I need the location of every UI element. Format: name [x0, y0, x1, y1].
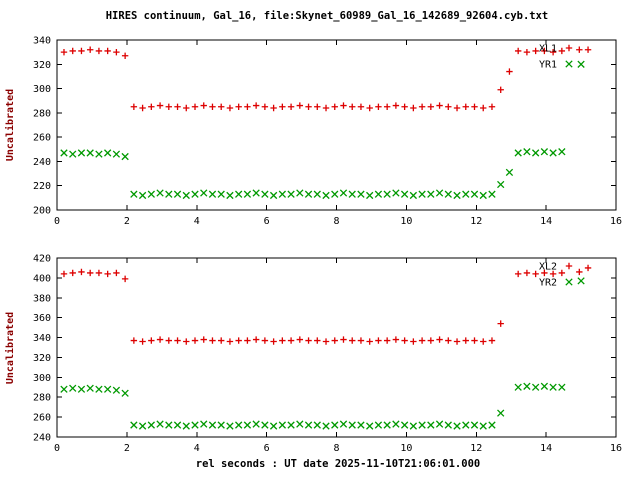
- series-YR1: [60, 60, 585, 200]
- y-tick-label: 360: [33, 313, 51, 324]
- x-ticks: 0 2 4 6 8 10 12 14 16: [54, 258, 622, 454]
- x-tick-label: 10: [400, 443, 412, 454]
- x-tick-label: 14: [540, 443, 552, 454]
- x-tick-label: 12: [470, 443, 482, 454]
- top-plot: 0 2 4 6 8 10 12 14 16 200 220 240 260 280 300 320 340 XL1…: [33, 36, 622, 228]
- y-tick-label: 300: [33, 373, 51, 384]
- x-axis-label: rel seconds : UT date 2025-11-10T21:06:0…: [196, 458, 480, 470]
- x-tick-label: 6: [264, 443, 270, 454]
- y-tick-label: 280: [33, 393, 51, 404]
- y-tick-label: 260: [33, 133, 51, 144]
- y-axis-label-bottom: Uncalibrated: [4, 312, 16, 384]
- y-tick-label: 240: [33, 157, 51, 168]
- x-tick-label: 8: [333, 443, 339, 454]
- y-axis-label-top: Uncalibrated: [4, 89, 16, 161]
- y-tick-label: 340: [33, 36, 51, 47]
- y-tick-label: 320: [33, 353, 51, 364]
- x-tick-label: 6: [264, 216, 270, 227]
- legend-label: XL2: [539, 262, 557, 273]
- x-tick-label: 12: [470, 216, 482, 227]
- y-tick-label: 340: [33, 333, 51, 344]
- x-tick-label: 14: [540, 216, 552, 227]
- y-ticks: 240 260 280 300 320 340 360 380 400 420: [33, 254, 616, 444]
- x-tick-label: 0: [54, 216, 60, 227]
- x-tick-label: 16: [610, 443, 622, 454]
- plot-frame: [56, 257, 617, 438]
- plot-frame: [56, 39, 617, 211]
- series-XL1: [60, 46, 592, 112]
- y-ticks: 200 220 240 260 280 300 320 340: [33, 36, 616, 217]
- x-tick-label: 4: [194, 443, 200, 454]
- legend-label: XL1: [539, 44, 557, 55]
- x-tick-label: 2: [124, 443, 130, 454]
- x-tick-label: 2: [124, 216, 130, 227]
- legend-label: YR2: [539, 278, 557, 289]
- y-tick-label: 380: [33, 293, 51, 304]
- y-tick-label: 220: [33, 181, 51, 192]
- bottom-plot: 0 2 4 6 8 10 12 14 16 240 260 280 300 320 340 360 380 400…: [33, 254, 622, 455]
- y-tick-label: 280: [33, 108, 51, 119]
- y-tick-label: 420: [33, 254, 51, 265]
- chart-title: HIRES continuum, Gal_16, file:Skynet_609…: [106, 10, 549, 22]
- y-tick-label: 400: [33, 273, 51, 284]
- y-tick-label: 320: [33, 60, 51, 71]
- series-YR2: [60, 277, 585, 430]
- x-tick-label: 16: [610, 216, 622, 227]
- x-tick-label: 4: [194, 216, 200, 227]
- y-tick-label: 240: [33, 433, 51, 444]
- x-tick-label: 0: [54, 443, 60, 454]
- y-tick-label: 260: [33, 413, 51, 424]
- y-tick-label: 300: [33, 84, 51, 95]
- x-ticks: 0 2 4 6 8 10 12 14 16: [54, 40, 622, 227]
- y-tick-label: 200: [33, 206, 51, 217]
- series-XL2: [60, 264, 592, 345]
- legend-label: YR1: [539, 60, 557, 71]
- x-tick-label: 10: [400, 216, 412, 227]
- x-tick-label: 8: [333, 216, 339, 227]
